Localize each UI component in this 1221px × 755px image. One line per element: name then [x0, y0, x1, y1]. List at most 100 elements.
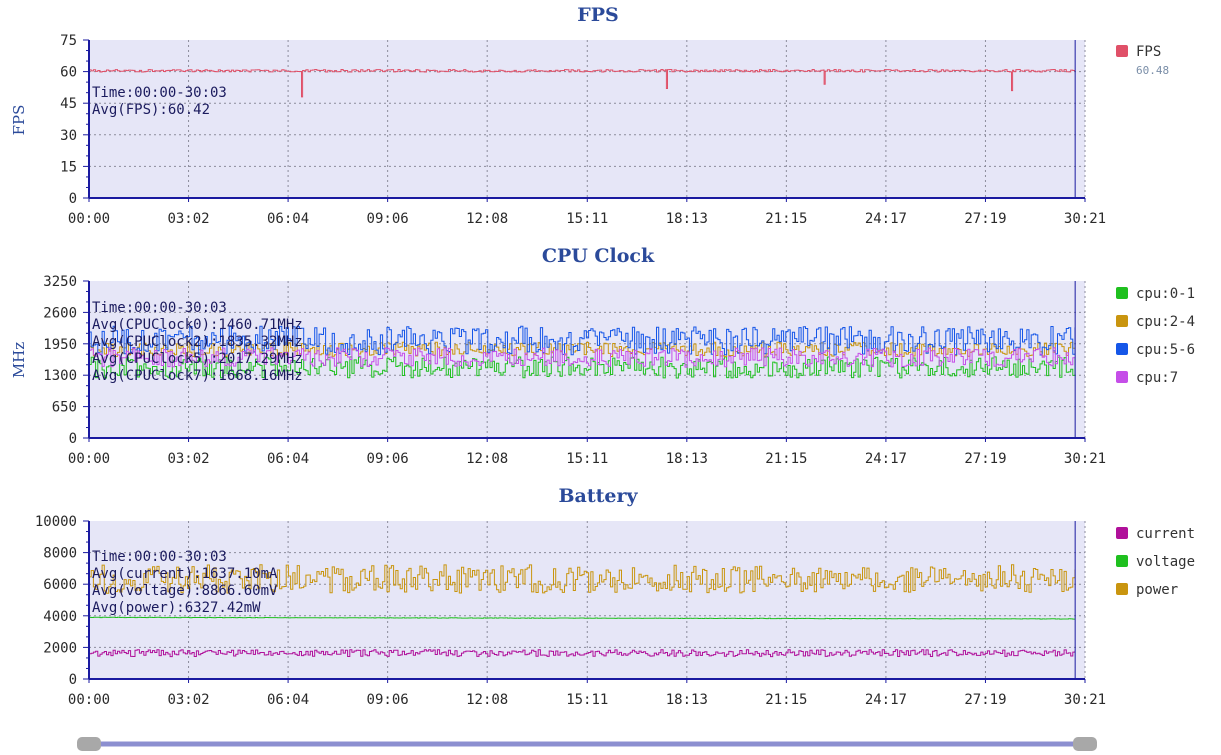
cpu-clock-stat-line: Avg(CPUClock2):1835.32MHz	[92, 334, 303, 350]
fps-x-tick-label: 00:00	[68, 211, 110, 227]
fps-chart-title: FPS	[577, 4, 619, 26]
battery-stat-line: Avg(current):1637.10mA	[92, 566, 278, 582]
battery-y-tick-label: 10000	[35, 514, 77, 530]
battery-x-tick-label: 30:21	[1064, 692, 1106, 708]
fps-x-tick-label: 12:08	[466, 211, 508, 227]
cpu-clock-x-tick-label: 30:21	[1064, 451, 1106, 467]
battery-stat-line: Avg(voltage):8866.60mV	[92, 583, 278, 599]
battery-x-tick-label: 06:04	[267, 692, 309, 708]
cpu-clock-legend[interactable]: cpu:0-1 cpu:2-4 cpu:5-6 cpu:7	[1116, 286, 1195, 386]
cpu-clock-stat-line: Avg(CPUClock7):1668.16MHz	[92, 368, 303, 384]
battery-gridlines	[89, 521, 1086, 679]
cpu-clock-y-ticks: 0 650 1300 1950 2600 3250	[43, 274, 77, 447]
cpu-clock-x-tick-label: 24:17	[865, 451, 907, 467]
battery-legend-swatch	[1116, 583, 1128, 595]
cpu-clock-x-tick-label: 18:13	[666, 451, 708, 467]
fps-stat-line: Avg(FPS):60.42	[92, 102, 210, 118]
cpu-clock-y-axis-label: MHz	[10, 342, 28, 378]
fps-legend-swatch	[1116, 45, 1128, 57]
time-range-slider[interactable]	[77, 737, 1097, 751]
slider-left-handle[interactable]	[77, 737, 101, 751]
cpu-clock-x-tick-label: 09:06	[367, 451, 409, 467]
battery-series-line-2	[89, 564, 1076, 594]
fps-y-tick-label: 0	[69, 191, 77, 207]
battery-legend-item-2[interactable]: power	[1116, 582, 1178, 598]
fps-chart: FPS FPS 0 15 30 45 60 75 00:00 03:02 06:04 09:06…	[10, 4, 1169, 227]
fps-x-tick-label: 18:13	[666, 211, 708, 227]
cpu-clock-x-tick-label: 15:11	[566, 451, 608, 467]
cpu-clock-legend-swatch	[1116, 371, 1128, 383]
cpu-clock-x-tick-label: 06:04	[267, 451, 309, 467]
cpu-clock-legend-swatch	[1116, 287, 1128, 299]
fps-y-ticks: 0 15 30 45 60 75	[60, 33, 77, 207]
battery-stat-line: Avg(power):6327.42mW	[92, 600, 261, 616]
cpu-clock-x-tick-label: 03:02	[167, 451, 209, 467]
fps-y-tick-label: 45	[60, 96, 77, 112]
cpu-clock-y-tick-label: 2600	[43, 305, 77, 321]
cpu-clock-chart: CPU Clock MHz 0 650 1300 1950 2600 3250 00:00…	[10, 245, 1195, 467]
cpu-clock-y-tick-label: 0	[69, 431, 77, 447]
fps-series-lines	[89, 40, 1076, 198]
fps-x-tick-label: 30:21	[1064, 211, 1106, 227]
battery-legend-label: power	[1136, 582, 1178, 598]
cpu-clock-legend-item-1[interactable]: cpu:2-4	[1116, 314, 1195, 330]
cpu-clock-series-line-0	[89, 356, 1076, 379]
battery-y-tick-label: 8000	[43, 546, 77, 562]
fps-x-tick-label: 06:04	[267, 211, 309, 227]
fps-series-line-0	[89, 69, 1076, 98]
cpu-clock-y-tick-label: 1950	[43, 337, 77, 353]
cpu-clock-x-tick-label: 12:08	[466, 451, 508, 467]
battery-legend-label: current	[1136, 526, 1195, 542]
fps-stat-line: Time:00:00-30:03	[92, 85, 227, 101]
cpu-clock-legend-swatch	[1116, 343, 1128, 355]
battery-legend-item-0[interactable]: current	[1116, 526, 1195, 542]
fps-y-tick-label: 60	[60, 65, 77, 81]
battery-x-tick-label: 12:08	[466, 692, 508, 708]
cpu-clock-y-tick-label: 3250	[43, 274, 77, 290]
battery-y-tick-label: 4000	[43, 609, 77, 625]
cpu-clock-legend-label: cpu:2-4	[1136, 314, 1195, 330]
cpu-clock-legend-item-0[interactable]: cpu:0-1	[1116, 286, 1195, 302]
battery-chart-title: Battery	[558, 485, 638, 507]
battery-chart: Battery 0 2000 4000 6000 8000 10000 00:00 03:0…	[35, 485, 1195, 708]
cpu-clock-stat-line: Avg(CPUClock5):2017.29MHz	[92, 351, 303, 367]
battery-y-ticks: 0 2000 4000 6000 8000 10000	[35, 514, 77, 688]
battery-legend-label: voltage	[1136, 554, 1195, 570]
battery-series-line-1	[89, 616, 1076, 620]
battery-stats-overlay: Time:00:00-30:03Avg(current):1637.10mAAv…	[92, 549, 278, 616]
battery-y-tick-label: 6000	[43, 577, 77, 593]
battery-y-tick-label: 2000	[43, 640, 77, 656]
fps-x-tick-label: 24:17	[865, 211, 907, 227]
fps-x-tick-label: 03:02	[167, 211, 209, 227]
battery-x-ticks: 00:00 03:02 06:04 09:06 12:08 15:11 18:13 21:15…	[68, 679, 1106, 708]
battery-legend-swatch	[1116, 555, 1128, 567]
cpu-clock-stats-overlay: Time:00:00-30:03Avg(CPUClock0):1460.71MH…	[92, 300, 303, 384]
fps-legend[interactable]: FPS 60.48	[1116, 44, 1169, 77]
cpu-clock-y-tick-label: 1300	[43, 368, 77, 384]
cpu-clock-series-line-3	[89, 347, 1076, 368]
cpu-clock-series-lines	[89, 281, 1076, 438]
battery-legend-swatch	[1116, 527, 1128, 539]
fps-x-tick-label: 21:15	[765, 211, 807, 227]
battery-x-tick-label: 21:15	[765, 692, 807, 708]
fps-legend-item-0[interactable]: FPS 60.48	[1116, 44, 1169, 77]
fps-y-tick-label: 15	[60, 159, 77, 175]
battery-series-line-0	[89, 649, 1076, 658]
fps-y-axis-label: FPS	[10, 105, 28, 136]
battery-legend[interactable]: current voltage power	[1116, 526, 1195, 598]
cpu-clock-legend-item-2[interactable]: cpu:5-6	[1116, 342, 1195, 358]
battery-x-tick-label: 15:11	[566, 692, 608, 708]
cpu-clock-stat-line: Avg(CPUClock0):1460.71MHz	[92, 317, 303, 333]
battery-x-tick-label: 18:13	[666, 692, 708, 708]
battery-x-tick-label: 09:06	[367, 692, 409, 708]
cpu-clock-x-tick-label: 00:00	[68, 451, 110, 467]
slider-right-handle[interactable]	[1073, 737, 1097, 751]
fps-x-tick-label: 27:19	[964, 211, 1006, 227]
battery-y-tick-label: 0	[69, 672, 77, 688]
cpu-clock-x-ticks: 00:00 03:02 06:04 09:06 12:08 15:11 18:13 21:15…	[68, 438, 1106, 467]
battery-legend-item-1[interactable]: voltage	[1116, 554, 1195, 570]
cpu-clock-y-tick-label: 650	[52, 400, 77, 416]
cpu-clock-legend-item-3[interactable]: cpu:7	[1116, 370, 1178, 386]
